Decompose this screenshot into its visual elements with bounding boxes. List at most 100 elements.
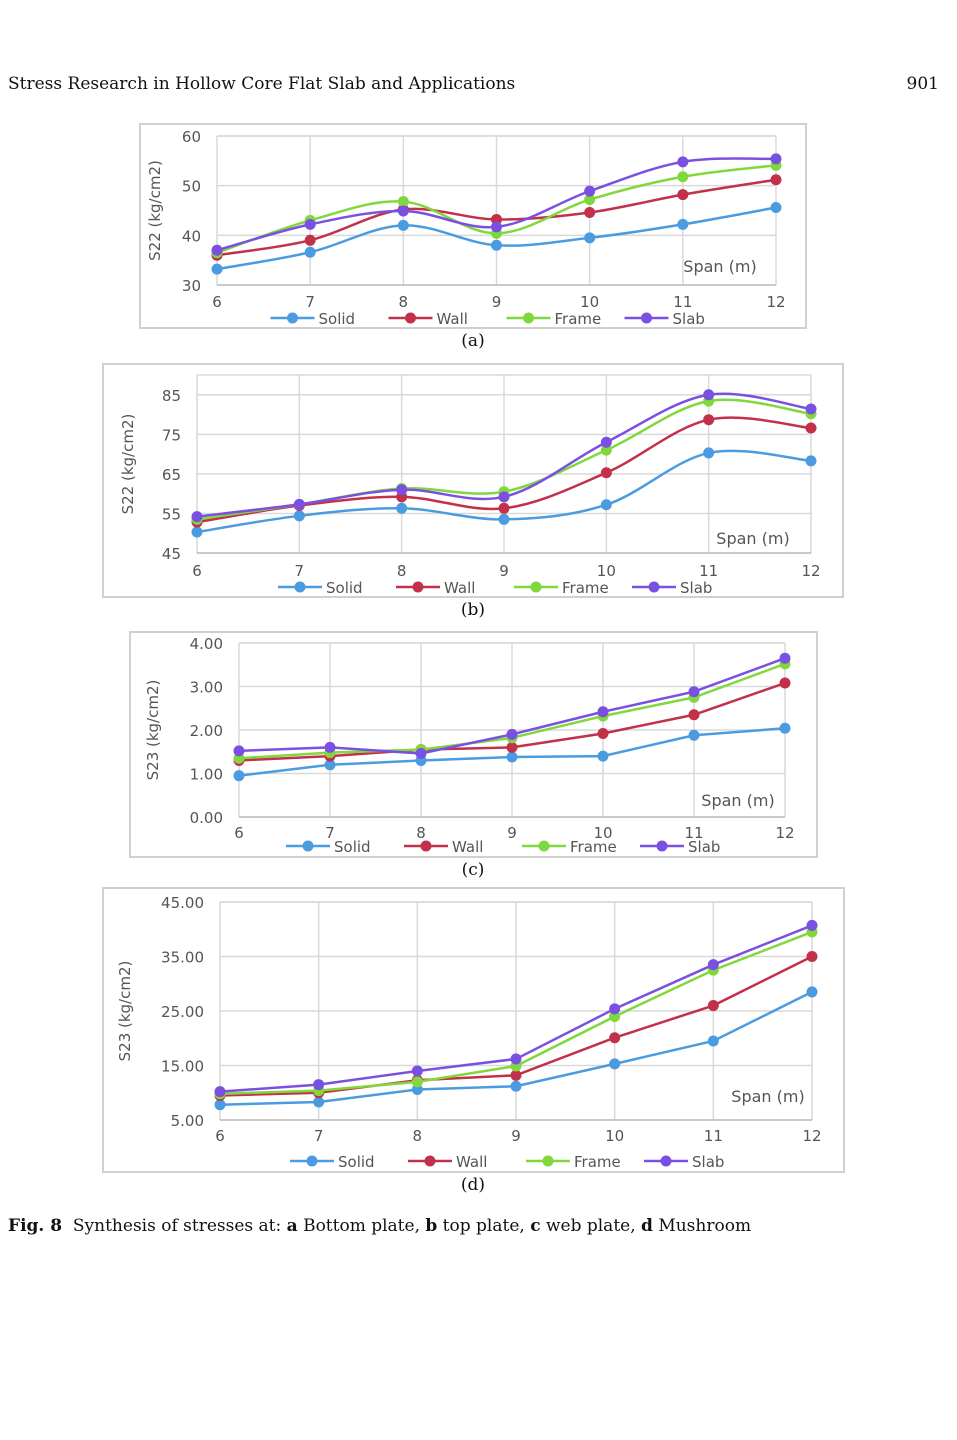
x-tick-label: 10: [593, 824, 612, 842]
legend-item-slab: Slab: [624, 310, 705, 328]
data-point-wall: [703, 414, 715, 426]
legend-swatch-marker: [287, 312, 298, 324]
legend-label: Solid: [338, 1153, 375, 1171]
x-tick-label: 12: [775, 824, 794, 842]
y-tick-label: 45: [162, 545, 181, 563]
x-tick-label: 9: [511, 1127, 521, 1145]
legend-swatch-marker: [530, 581, 542, 593]
data-point-wall: [609, 1032, 621, 1044]
x-tick-label: 9: [492, 293, 502, 311]
data-point-wall: [779, 677, 791, 689]
x-tick-label: 10: [580, 293, 599, 311]
legend-label: Frame: [555, 310, 602, 328]
legend-item-solid: Solid: [278, 579, 363, 597]
legend-item-frame: Frame: [526, 1153, 621, 1171]
legend-label: Frame: [562, 579, 609, 597]
x-tick-label: 10: [605, 1127, 624, 1145]
subfigure-label-c: (c): [461, 860, 485, 880]
data-point-wall: [805, 422, 817, 434]
data-point-solid: [304, 246, 316, 258]
x-tick-label: 7: [295, 562, 305, 580]
data-point-slab: [688, 686, 700, 698]
legend-swatch-marker: [523, 312, 534, 324]
caption-b: b: [425, 1216, 438, 1236]
data-point-solid: [805, 455, 817, 467]
data-point-slab: [600, 436, 612, 448]
y-axis-label: S22 (kg/cm2): [119, 414, 137, 515]
data-point-slab: [324, 741, 336, 753]
legend-swatch-marker: [420, 840, 432, 852]
data-point-solid: [597, 750, 609, 762]
legend-item-solid: Solid: [290, 1153, 375, 1171]
data-point-solid: [707, 1035, 719, 1047]
data-point-solid: [806, 986, 818, 998]
legend-item-wall: Wall: [388, 310, 468, 328]
data-point-slab: [779, 652, 791, 664]
x-tick-label: 12: [802, 1127, 821, 1145]
chart-frame: [102, 887, 845, 1173]
caption-d-text: Mushroom: [652, 1216, 752, 1236]
y-tick-label: 35.00: [161, 949, 204, 967]
x-tick-label: 7: [314, 1127, 324, 1145]
data-point-slab: [707, 959, 719, 971]
data-point-slab: [211, 244, 223, 256]
x-tick-label: 6: [234, 824, 244, 842]
data-point-slab: [313, 1079, 325, 1091]
chart-frame: [129, 631, 818, 858]
data-point-slab: [293, 498, 305, 510]
y-tick-label: 75: [162, 426, 181, 444]
x-axis-label: Span (m): [731, 1087, 804, 1106]
data-point-wall: [707, 1000, 719, 1012]
data-point-wall: [600, 467, 612, 479]
caption-a: a: [286, 1216, 298, 1236]
data-point-frame: [411, 1076, 423, 1088]
y-tick-label: 4.00: [190, 635, 223, 653]
legend-swatch-marker: [424, 1155, 436, 1167]
data-point-solid: [396, 502, 408, 514]
data-point-slab: [415, 747, 427, 759]
legend-label: Solid: [334, 838, 371, 856]
page-number: 901: [906, 74, 939, 94]
data-point-solid: [313, 1096, 325, 1108]
legend-swatch-marker: [405, 312, 416, 324]
data-point-wall: [498, 502, 510, 514]
legend-label: Slab: [688, 838, 720, 856]
data-point-slab: [584, 185, 596, 197]
caption-d: d: [641, 1216, 653, 1236]
x-tick-label: 12: [766, 293, 785, 311]
subfigure-label-a: (a): [461, 331, 485, 351]
y-axis-label: S23 (kg/cm2): [116, 961, 134, 1062]
data-point-wall: [506, 741, 518, 753]
legend-item-frame: Frame: [522, 838, 617, 856]
subfigure-label-d: (d): [460, 1175, 486, 1195]
data-point-wall: [510, 1069, 522, 1081]
data-point-solid: [506, 751, 518, 763]
legend-swatch-marker: [412, 581, 424, 593]
y-tick-label: 85: [162, 387, 181, 405]
legend-swatch-marker: [542, 1155, 554, 1167]
legend-label: Wall: [437, 310, 468, 328]
data-point-slab: [703, 389, 715, 401]
legend-item-slab: Slab: [640, 838, 720, 856]
data-point-solid: [411, 1083, 423, 1095]
chart-a: 6 7 8 9 10 11 12 30 40 50 60 S22 (kg/cm2) Span (m) So…: [139, 123, 807, 329]
data-point-solid: [324, 759, 336, 771]
caption-text: Synthesis of stresses at:: [72, 1216, 287, 1236]
x-axis-label: Span (m): [716, 529, 789, 548]
x-tick-label: 11: [673, 293, 692, 311]
x-axis-label: Span (m): [683, 257, 756, 276]
data-point-slab: [770, 153, 782, 165]
x-tick-label: 9: [507, 824, 517, 842]
data-point-solid: [703, 447, 715, 459]
x-tick-label: 8: [413, 1127, 423, 1145]
data-point-frame: [609, 1010, 621, 1022]
data-point-frame: [584, 194, 596, 206]
x-tick-label: 8: [416, 824, 426, 842]
figure-number: Fig. 8: [8, 1216, 63, 1236]
legend-item-frame: Frame: [514, 579, 609, 597]
legend-swatch-marker: [294, 581, 306, 593]
legend-label: Wall: [444, 579, 475, 597]
chart-frame: [102, 363, 844, 598]
data-point-wall: [770, 174, 782, 186]
